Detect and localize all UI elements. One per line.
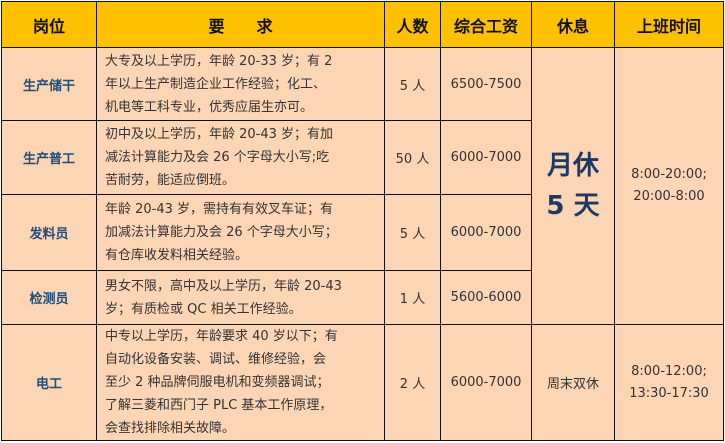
headcount: 2 人: [384, 324, 441, 441]
salary: 5600-6000: [440, 270, 532, 325]
table-row: 生产储干 大专及以上学历，年龄 20-33 岁；有 2 年以上生产制造企业工作经验；…: [1, 47, 724, 325]
headcount: 5 人: [384, 47, 441, 121]
requirement-line: 减法计算能力及会 26 个字母大小写;吃: [105, 150, 330, 165]
requirement-line: 至少 2 种品牌伺服电机和变频器调试；: [105, 375, 330, 390]
job-title: 发料员: [1, 194, 97, 271]
table-row: 生产普工 初中及以上学历，年龄 20-43 岁；有加 减法计算能力及会 26 个字母…: [1, 120, 724, 195]
hours-line: 13:30-17:30: [629, 385, 709, 401]
job-title: 电工: [1, 324, 97, 441]
requirements: 大专及以上学历，年龄 20-33 岁；有 2 年以上生产制造企业工作经验；化工、机…: [96, 47, 385, 121]
header-rest: 休息: [531, 1, 615, 48]
rest-weekend: 周末双休: [531, 324, 615, 441]
rest-line: 月休: [546, 151, 599, 181]
salary: 6000-7000: [440, 194, 532, 271]
salary: 6000-7000: [440, 324, 532, 441]
requirement-line: 年龄 20-43 岁，需持有有效叉车证；有: [105, 202, 334, 217]
requirement-line: 自动化设备安装、调试、维修经验，会: [105, 352, 327, 367]
table-row: 电工 中专以上学历，年龄要求 40 岁以下；有 自动化设备安装、调试、维修经验，会至…: [1, 324, 724, 441]
work-hours-day: 8:00-12:00; 13:30-17:30: [614, 324, 724, 441]
requirement-line: 男女不限，高中及以上学历，年龄 20-43: [105, 278, 342, 294]
requirement-line: 有仓库收发料相关经验。: [105, 248, 249, 263]
headcount: 5 人: [384, 194, 441, 271]
table-row: 检测员 男女不限，高中及以上学历，年龄 20-43 岁；有质检或 QC 相关工作经验…: [1, 270, 724, 325]
header-row: 岗位 要 求 人数 综合工资 休息 上班时间: [1, 1, 724, 48]
header-hours: 上班时间: [614, 1, 724, 48]
hours-line: 8:00-20:00;: [631, 167, 707, 182]
requirement-line: 岁；有质检或 QC 相关工作经验。: [105, 301, 302, 317]
requirement-line: 中专以上学历，年龄要求 40 岁以下；有: [105, 329, 338, 344]
requirement-line: 年以上生产制造企业工作经验；化工、: [105, 76, 327, 92]
requirement-line: 初中及以上学历，年龄 20-43 岁；有加: [105, 127, 334, 142]
job-title: 生产普工: [1, 120, 97, 195]
hours-line: 8:00-12:00;: [631, 363, 707, 379]
requirement-line: 会查找排除相关故障。: [105, 421, 236, 436]
headcount: 1 人: [384, 270, 441, 325]
header-count: 人数: [384, 1, 441, 48]
requirement-line: 加减法计算能力及会 26 个字母大小写；: [105, 225, 338, 240]
headcount: 50 人: [384, 120, 441, 195]
header-position: 岗位: [1, 1, 97, 48]
rest-line: 5 天: [546, 191, 600, 221]
requirements: 初中及以上学历，年龄 20-43 岁；有加 减法计算能力及会 26 个字母大小写;…: [96, 120, 385, 195]
job-title: 检测员: [1, 270, 97, 325]
requirements: 男女不限，高中及以上学历，年龄 20-43 岁；有质检或 QC 相关工作经验。: [96, 270, 385, 325]
requirement-line: 机电等工科专业，优秀应届生亦可。: [105, 99, 314, 115]
header-requirements: 要 求: [96, 1, 385, 48]
header-salary: 综合工资: [440, 1, 532, 48]
requirement-line: 大专及以上学历，年龄 20-33 岁；有 2: [105, 53, 333, 69]
rest-monthly: 月休 5 天: [531, 47, 615, 325]
requirements: 中专以上学历，年龄要求 40 岁以下；有 自动化设备安装、调试、维修经验，会 至少 …: [96, 324, 385, 441]
salary: 6000-7000: [440, 120, 532, 195]
requirements: 年龄 20-43 岁，需持有有效叉车证；有 加减法计算能力及会 26 个字母大小写…: [96, 194, 385, 271]
work-hours-shift: 8:00-20:00; 20:00-8:00: [614, 47, 724, 325]
table-row: 发料员 年龄 20-43 岁，需持有有效叉车证；有 加减法计算能力及会 26 个字母…: [1, 194, 724, 271]
requirement-line: 了解三菱和西门子 PLC 基本工作原理，: [105, 398, 333, 413]
hours-line: 20:00-8:00: [633, 189, 705, 204]
requirement-line: 苦耐劳，能适应倒班。: [105, 173, 236, 188]
salary: 6500-7500: [440, 47, 532, 121]
job-title: 生产储干: [1, 47, 97, 121]
